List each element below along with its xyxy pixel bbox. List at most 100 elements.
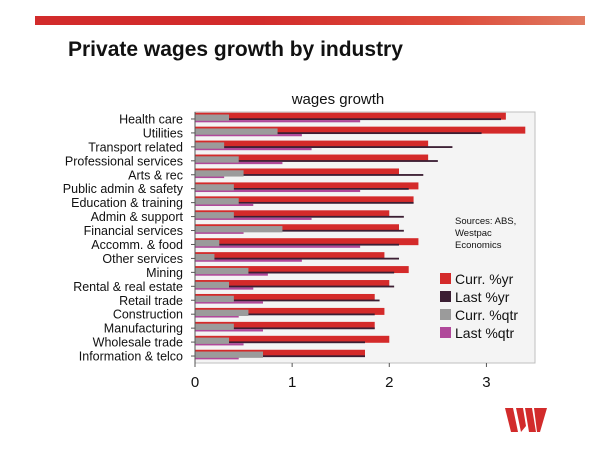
bar-curr-yr <box>195 321 375 329</box>
bar-curr-qtr <box>195 128 278 135</box>
bar-curr-qtr <box>195 323 234 330</box>
bar-curr-qtr <box>195 309 249 317</box>
legend-label: Curr. %yr <box>455 271 514 287</box>
bar-curr-qtr <box>195 184 234 191</box>
legend-swatch <box>440 291 451 302</box>
category-label: Admin & support <box>91 210 184 224</box>
bar-curr-yr <box>195 196 414 204</box>
legend-swatch <box>440 327 451 338</box>
bar-curr-yr <box>195 266 409 274</box>
bar-curr-qtr <box>195 156 239 163</box>
bar-last-qtr <box>195 231 244 234</box>
bar-curr-yr <box>195 293 375 301</box>
legend-label: Curr. %qtr <box>455 307 518 323</box>
bar-last-yr <box>195 327 375 330</box>
category-label: Transport related <box>88 140 183 154</box>
bar-curr-yr <box>195 112 506 120</box>
bar-last-yr <box>195 201 414 204</box>
bar-curr-yr <box>195 349 365 357</box>
source-note-line: Economics <box>455 240 502 251</box>
x-tick-label: 0 <box>191 374 199 391</box>
category-label: Arts & rec <box>128 168 183 182</box>
bar-last-qtr <box>195 287 254 290</box>
bar-curr-qtr <box>195 198 239 205</box>
bar-last-qtr <box>195 357 239 360</box>
bar-curr-qtr <box>195 142 225 149</box>
category-label: Manufacturing <box>104 322 183 336</box>
bar-curr-yr <box>195 224 399 232</box>
bar-curr-qtr <box>195 212 234 219</box>
bar-curr-yr <box>195 252 385 260</box>
category-label: Construction <box>113 308 183 322</box>
bar-last-yr <box>195 215 404 218</box>
category-label: Public admin & safety <box>63 182 184 196</box>
bar-last-yr <box>195 118 501 121</box>
category-label: Information & telco <box>79 350 183 364</box>
bar-curr-yr <box>195 335 390 343</box>
bar-last-yr <box>195 271 395 274</box>
bar-last-qtr <box>195 189 361 193</box>
bar-curr-qtr <box>195 170 244 177</box>
bar-last-qtr <box>195 217 312 220</box>
bar-last-yr <box>195 187 409 190</box>
bar-last-qtr <box>195 134 302 137</box>
bar-last-qtr <box>195 329 263 332</box>
category-label: Other services <box>102 252 183 266</box>
category-label: Accomm. & food <box>91 238 183 252</box>
bar-curr-qtr <box>195 351 263 358</box>
category-label: Retail trade <box>119 294 183 308</box>
bar-last-yr <box>195 160 438 162</box>
legend-swatch <box>440 309 451 320</box>
category-label: Professional services <box>65 154 183 168</box>
bar-last-qtr <box>195 259 302 262</box>
bar-last-qtr <box>195 161 283 165</box>
bar-curr-yr <box>195 307 385 315</box>
bar-curr-yr <box>195 126 526 134</box>
bar-last-yr <box>195 243 399 246</box>
bar-curr-yr <box>195 154 429 162</box>
category-label: Health care <box>119 112 183 126</box>
bar-last-qtr <box>195 343 244 346</box>
x-tick-label: 2 <box>385 374 393 391</box>
bar-curr-yr <box>195 182 419 190</box>
bar-last-qtr <box>195 315 239 318</box>
bar-last-yr <box>195 341 365 344</box>
bar-last-yr <box>195 229 404 232</box>
bar-curr-qtr <box>195 240 220 247</box>
bar-curr-qtr <box>195 281 229 289</box>
bar-curr-qtr <box>195 114 229 121</box>
category-label: Wholesale trade <box>93 336 183 350</box>
bar-curr-qtr <box>195 337 229 344</box>
source-note-line: Westpac <box>455 228 492 239</box>
category-label: Rental & real estate <box>73 280 183 294</box>
bar-curr-yr <box>195 280 390 288</box>
bar-last-qtr <box>195 273 268 276</box>
category-label: Utilities <box>143 126 183 140</box>
bar-curr-qtr <box>195 295 234 303</box>
bar-last-qtr <box>195 245 361 248</box>
bar-curr-qtr <box>195 267 249 275</box>
legend-label: Last %qtr <box>455 325 514 341</box>
bar-last-yr <box>195 257 399 260</box>
chart-title: wages growth <box>291 91 385 108</box>
bar-last-yr <box>195 132 482 135</box>
bar-last-yr <box>195 174 424 176</box>
bar-last-qtr <box>195 203 254 206</box>
legend-swatch <box>440 273 451 284</box>
bar-curr-yr <box>195 168 399 176</box>
westpac-logo-icon <box>505 408 547 432</box>
source-note-line: Sources: ABS, <box>455 216 516 227</box>
bar-curr-qtr <box>195 226 283 233</box>
category-label: Education & training <box>71 196 183 210</box>
bar-curr-yr <box>195 238 419 246</box>
bar-last-qtr <box>195 120 361 123</box>
category-label: Financial services <box>84 224 183 238</box>
bar-last-yr <box>195 299 380 302</box>
page-title: Private wages growth by industry <box>68 38 403 61</box>
bar-curr-qtr <box>195 253 215 261</box>
category-label: Mining <box>146 266 183 280</box>
x-tick-label: 1 <box>288 374 296 391</box>
bar-last-yr <box>195 313 375 316</box>
bar-last-yr <box>195 285 395 288</box>
